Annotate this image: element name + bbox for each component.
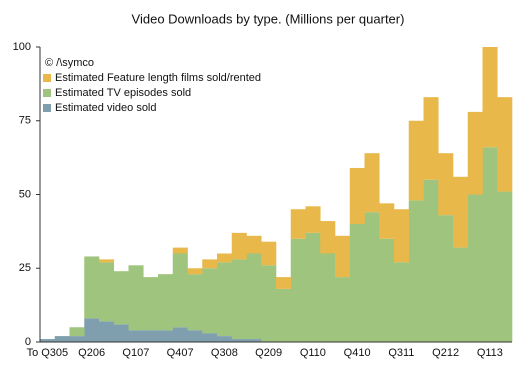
bar-segment: [290, 209, 306, 239]
bar-segment: [364, 153, 380, 213]
x-tick-label: Q410: [344, 347, 371, 359]
bar-segment: [202, 333, 218, 342]
bar-segment: [128, 330, 144, 342]
bar-segment: [187, 330, 203, 342]
bar-segment: [453, 247, 469, 342]
bar-segment: [408, 120, 424, 201]
bar-segment: [349, 167, 365, 224]
bar-segment: [320, 221, 336, 254]
bar-segment: [202, 259, 218, 269]
bar-segment: [467, 194, 483, 342]
x-tick-label: Q209: [255, 347, 282, 359]
bar-segment: [482, 47, 498, 148]
x-tick-label: Q308: [211, 347, 238, 359]
bar-segment: [113, 324, 129, 342]
legend-label: Estimated Feature length films sold/rent…: [55, 72, 261, 84]
bar-segment: [497, 97, 513, 192]
bar-segment: [69, 327, 85, 337]
bar-segment: [305, 206, 321, 233]
bar-segment: [261, 241, 277, 266]
bar-segment: [158, 330, 174, 342]
bar-segment: [320, 253, 336, 342]
bar-segment: [497, 191, 513, 342]
bar-segment: [54, 336, 70, 342]
bar-segment: [40, 339, 56, 342]
bar-segment: [172, 253, 188, 328]
legend-swatch: [43, 104, 51, 112]
legend-label: Estimated video sold: [55, 102, 157, 114]
bar-segment: [143, 277, 159, 331]
bar-segment: [246, 253, 262, 340]
bar-segment: [172, 247, 188, 254]
bar-segment: [261, 265, 277, 342]
bar-segment: [84, 318, 100, 342]
bar-segment: [408, 200, 424, 342]
y-tick-label: 25: [19, 262, 31, 274]
bar-segment: [394, 209, 410, 263]
bar-segment: [423, 97, 439, 180]
bar-segment: [99, 262, 115, 322]
bar-segment: [276, 288, 292, 342]
bar-segment: [172, 327, 188, 342]
bar-segment: [231, 259, 247, 340]
bar-segment: [467, 111, 483, 195]
x-tick-label: Q110: [300, 347, 326, 359]
y-tick-label: 75: [19, 115, 31, 127]
bar-segment: [84, 256, 100, 319]
bar-segment: [276, 277, 292, 289]
chart-title: Video Downloads by type. (Millions per q…: [132, 11, 405, 26]
bar-segment: [187, 274, 203, 331]
bar-segment: [202, 268, 218, 334]
bar-segment: [335, 235, 351, 278]
bar-segment: [364, 212, 380, 342]
bar-segment: [335, 277, 351, 342]
bar-segment: [143, 330, 159, 342]
bar-segment: [482, 147, 498, 342]
annotation: © /\symco: [45, 57, 94, 69]
bar-segment: [69, 336, 85, 342]
y-tick-label: 100: [13, 41, 31, 53]
bar-segment: [187, 268, 203, 275]
legend-swatch: [43, 74, 51, 82]
y-tick-label: 0: [25, 336, 31, 348]
legend-label: Estimated TV episodes sold: [55, 87, 191, 99]
x-tick-label: Q407: [167, 347, 194, 359]
bar-segment: [438, 153, 454, 216]
x-tick-label: Q311: [388, 347, 414, 359]
bar-segment: [128, 265, 144, 331]
bar-segment: [246, 235, 262, 254]
x-tick-label: Q206: [78, 347, 105, 359]
bar-segment: [231, 232, 247, 260]
bar-segment: [379, 203, 395, 239]
bar-segment: [246, 339, 262, 342]
bar-segment: [305, 232, 321, 342]
bar-segment: [379, 238, 395, 342]
bar-segment: [438, 215, 454, 342]
x-tick-label: Q107: [122, 347, 149, 359]
bar-segment: [217, 262, 233, 337]
bar-segment: [158, 274, 174, 331]
bar-segment: [217, 336, 233, 342]
legend-swatch: [43, 89, 51, 97]
bar-segment: [113, 271, 129, 325]
bar-segment: [394, 262, 410, 342]
x-tick-label: Q212: [432, 347, 459, 359]
bar-segment: [290, 238, 306, 342]
x-tick-label: Q113: [477, 347, 503, 359]
bar-segment: [99, 321, 115, 342]
bar-segment: [423, 179, 439, 342]
bar-segment: [231, 339, 247, 342]
bar-segment: [217, 253, 233, 263]
bar-segment: [453, 176, 469, 248]
bar-segment: [99, 259, 115, 263]
y-tick-label: 50: [19, 188, 31, 200]
x-tick-label: To Q305: [27, 347, 69, 359]
bar-segment: [349, 224, 365, 342]
